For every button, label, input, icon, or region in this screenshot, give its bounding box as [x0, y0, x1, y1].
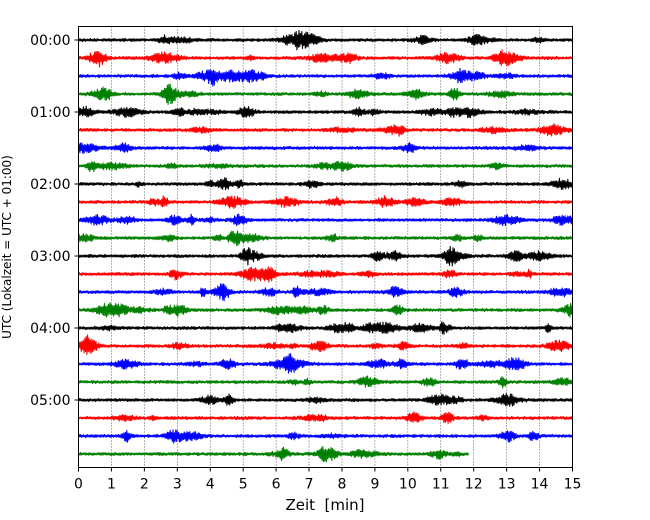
x-tick-label: 15 — [564, 477, 582, 493]
y-tick-label: 04:00 — [30, 321, 70, 337]
seismic-trace — [77, 160, 573, 172]
x-tick-label: 1 — [107, 477, 116, 493]
y-tick-label: 00:00 — [30, 33, 70, 49]
plot-frame — [78, 26, 573, 468]
x-tick-label: 2 — [140, 477, 149, 493]
y-tick-label: 05:00 — [30, 393, 70, 409]
seismic-trace — [77, 393, 573, 407]
y-tick-label: 02:00 — [30, 177, 70, 193]
seismic-trace — [77, 123, 573, 137]
x-axis-ticks: 0 1 2 3 4 5 6 7 8 9 10 11 12 13 14 15 — [74, 467, 582, 493]
x-tick-label: 9 — [370, 477, 379, 493]
seismic-trace — [77, 375, 573, 389]
x-tick-label: 8 — [338, 477, 347, 493]
x-tick-label: 10 — [399, 477, 417, 493]
seismic-trace — [78, 83, 573, 105]
seismic-trace — [78, 353, 573, 374]
x-tick-label: 12 — [465, 477, 483, 493]
y-axis-ticks: 00:00 01:00 02:00 03:00 04:00 05:00 — [30, 33, 79, 409]
x-tick-label: 5 — [239, 477, 248, 493]
y-tick-label: 03:00 — [30, 249, 70, 265]
x-tick-label: 4 — [206, 477, 215, 493]
seismic-trace — [77, 411, 573, 424]
seismic-trace — [77, 321, 573, 335]
seismic-trace — [77, 213, 573, 227]
y-tick-label: 01:00 — [30, 105, 70, 121]
seismic-trace — [77, 195, 573, 209]
x-tick-label: 0 — [74, 477, 83, 493]
seismic-trace — [77, 230, 573, 247]
x-tick-label: 14 — [531, 477, 549, 493]
x-tick-label: 7 — [305, 477, 314, 493]
seismic-trace — [78, 177, 573, 191]
seismic-trace — [77, 67, 573, 87]
x-tick-label: 11 — [432, 477, 450, 493]
x-axis-label: Zeit [min] — [285, 496, 364, 514]
x-tick-label: 13 — [498, 477, 516, 493]
seismic-trace — [77, 429, 573, 444]
trace-layer — [77, 30, 573, 463]
seismic-trace — [77, 105, 573, 119]
seismic-trace — [77, 283, 573, 302]
seismic-trace — [77, 142, 573, 154]
seismic-trace — [77, 49, 573, 68]
seismic-trace — [77, 302, 573, 318]
x-tick-label: 6 — [272, 477, 281, 493]
seismic-trace — [77, 30, 573, 51]
seismic-trace — [77, 334, 573, 356]
seismic-trace — [77, 266, 573, 283]
x-tick-label: 3 — [173, 477, 182, 493]
y-axis-label: UTC (Lokalzeit = UTC + 01:00) — [0, 155, 14, 339]
seismic-trace — [78, 445, 469, 463]
seismic-trace — [77, 245, 573, 267]
